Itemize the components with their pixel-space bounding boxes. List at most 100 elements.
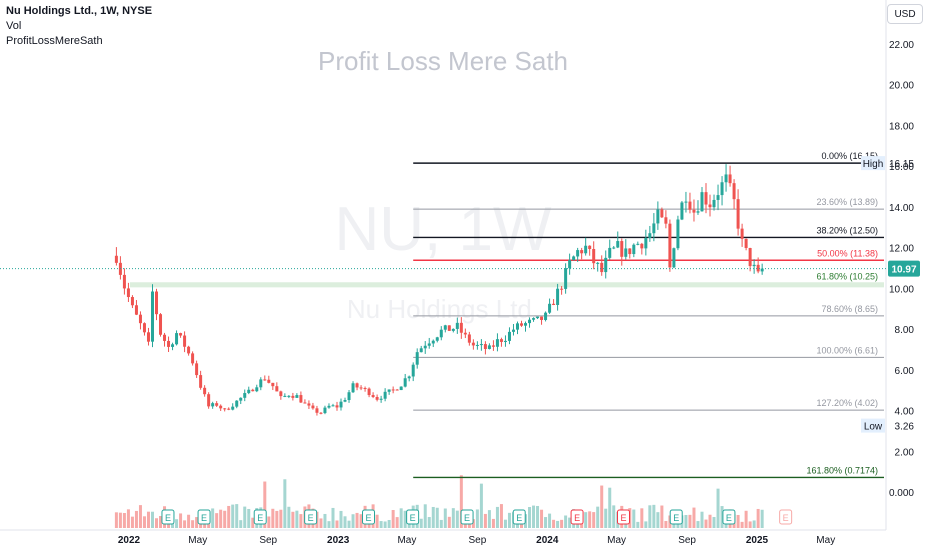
time-tick-label: 2023 xyxy=(327,535,350,546)
price-tick-label: 14.00 xyxy=(889,203,914,214)
candle-body xyxy=(387,389,391,392)
volume-bar xyxy=(159,515,163,528)
currency-button[interactable]: USD xyxy=(887,4,923,24)
candle-body xyxy=(612,247,616,249)
candle-body xyxy=(407,376,411,379)
volume-bar xyxy=(383,521,387,528)
candle-body xyxy=(283,395,287,397)
volume-bar xyxy=(399,508,403,528)
earnings-marker-label: E xyxy=(165,513,171,523)
volume-bar xyxy=(756,508,760,528)
candle-body xyxy=(507,331,511,341)
volume-bar xyxy=(604,508,608,528)
volume-bar xyxy=(142,516,146,528)
candle-body xyxy=(592,248,596,264)
candle-body xyxy=(395,389,399,391)
earnings-marker xyxy=(197,509,211,525)
earnings-marker-label: E xyxy=(726,513,732,523)
time-tick-label: May xyxy=(188,535,207,546)
earnings-marker-label: E xyxy=(574,513,580,523)
volume-bar xyxy=(343,516,347,528)
earnings-marker xyxy=(570,509,584,525)
symbol-title[interactable]: Nu Holdings Ltd., 1W, NYSE xyxy=(6,5,153,17)
volume-bar xyxy=(443,508,447,528)
volume-bar xyxy=(455,510,459,528)
candle-body xyxy=(632,244,636,255)
last-price-label: 10.97 xyxy=(891,265,916,276)
volume-bar xyxy=(752,520,756,528)
candle-body xyxy=(479,344,483,346)
candle-body xyxy=(688,201,692,210)
candle-body xyxy=(648,233,652,238)
earnings-marker-label: E xyxy=(516,513,522,523)
candle-body xyxy=(319,412,323,414)
volume-bar xyxy=(183,520,187,528)
volume-bar xyxy=(138,505,142,528)
candle-body xyxy=(215,403,219,406)
volume-bar xyxy=(331,507,335,528)
earnings-marker xyxy=(512,509,526,525)
volume-bar xyxy=(536,505,540,528)
volume-bar xyxy=(704,519,708,528)
volume-bar xyxy=(134,510,138,528)
time-tick-label: 2024 xyxy=(536,535,559,546)
volume-bar xyxy=(419,518,423,528)
candle-body xyxy=(584,245,588,254)
candle-body xyxy=(487,345,491,349)
candle-body xyxy=(275,386,279,392)
time-axis[interactable]: 2022 May Sep 2023 May Sep 2024 May Sep 2025 May xyxy=(0,529,886,546)
price-tick-label: 18.00 xyxy=(889,121,914,132)
price-axis[interactable]: 22.00 20.00 18.00 16.00 14.00 12.00 10.00 8.00 6… xyxy=(0,0,920,530)
volume-bar xyxy=(688,514,692,528)
earnings-marker xyxy=(779,509,793,525)
volume-bar xyxy=(640,508,644,528)
candle-body xyxy=(503,340,507,342)
volume-bar xyxy=(175,519,179,528)
candle-body xyxy=(355,383,359,388)
high-value: 16.15 xyxy=(889,159,914,170)
vol-indicator-label[interactable]: Vol xyxy=(6,20,22,32)
volume-bar xyxy=(548,513,552,528)
candle-body xyxy=(163,334,167,341)
volume-bar xyxy=(355,512,359,528)
volume-bar xyxy=(760,509,764,528)
candle-body xyxy=(495,339,499,347)
volume-bar xyxy=(475,509,479,528)
volume-bar xyxy=(150,511,154,528)
candle-body xyxy=(443,325,447,330)
candle-body xyxy=(138,314,142,324)
volume-bar xyxy=(439,519,443,528)
low-label: Low xyxy=(864,422,883,433)
volume-bar xyxy=(528,507,532,528)
earnings-marker xyxy=(253,509,267,525)
volume-bar xyxy=(588,511,592,528)
volume-bar xyxy=(708,514,712,528)
custom-indicator-label[interactable]: ProfitLossMereSath xyxy=(6,35,103,47)
candle-body xyxy=(327,405,331,408)
candle-body xyxy=(435,337,439,341)
candle-body xyxy=(616,241,620,248)
volume-bar xyxy=(263,481,267,528)
candle-body xyxy=(620,241,624,257)
candle-body xyxy=(491,345,495,347)
time-tick-label: May xyxy=(816,535,835,546)
candle-body xyxy=(656,209,660,224)
candle-body xyxy=(167,340,171,347)
price-tick-label: 0.000 xyxy=(889,488,914,499)
candle-body xyxy=(724,174,728,183)
candle-body xyxy=(379,398,383,400)
fib-level-label: 23.60% (13.89) xyxy=(816,197,878,207)
candle-body xyxy=(271,382,275,387)
candle-body xyxy=(331,405,335,407)
volume-bar xyxy=(195,517,199,528)
earnings-marker xyxy=(722,509,736,525)
chart-title: Profit Loss Mere Sath xyxy=(318,46,568,76)
volume-bar xyxy=(187,514,191,528)
candle-body xyxy=(415,352,419,365)
volume-bar xyxy=(700,511,704,528)
volume-bar xyxy=(612,505,616,528)
candle-body xyxy=(431,340,435,344)
candle-body xyxy=(419,348,423,353)
